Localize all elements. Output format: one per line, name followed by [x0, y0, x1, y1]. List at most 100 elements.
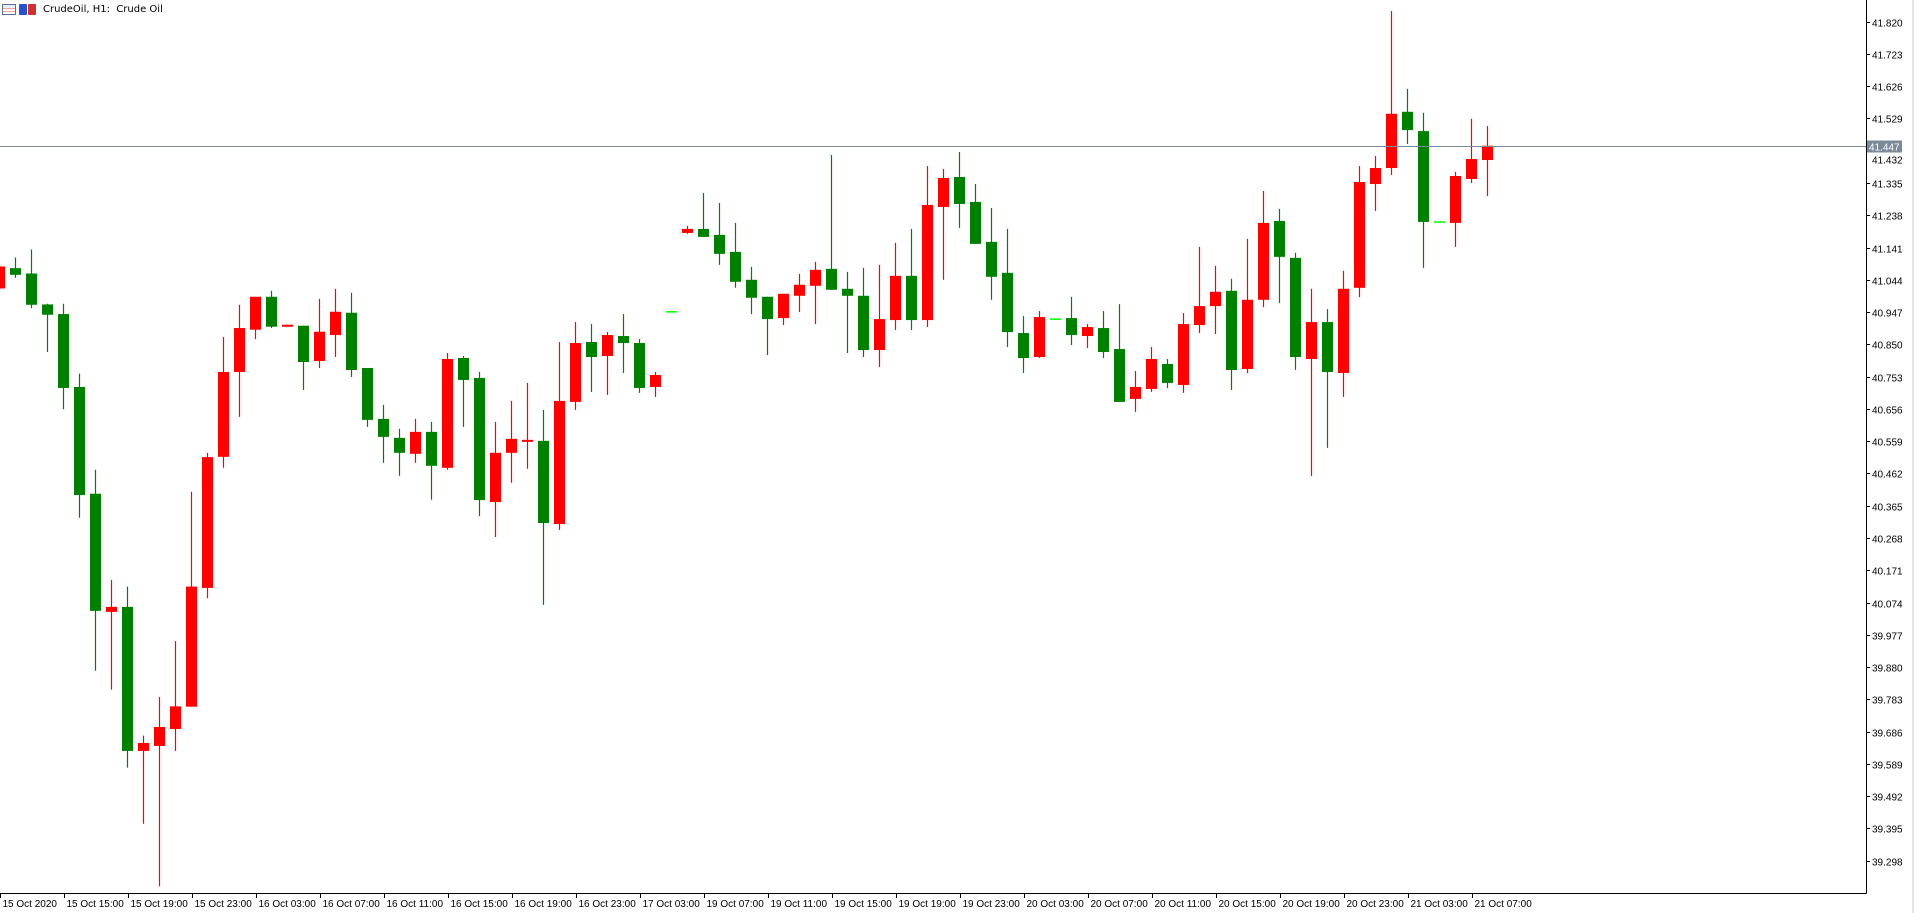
candle-body: [218, 371, 229, 457]
time-tick-label: 20 Oct 03:00: [1027, 899, 1085, 910]
candle: [1354, 166, 1365, 298]
candle: [522, 382, 533, 469]
candle: [1402, 88, 1413, 145]
candle: [506, 400, 517, 483]
save-template-icon: [19, 3, 37, 15]
candle: [138, 735, 149, 824]
candle-body: [394, 437, 405, 453]
candle: [970, 183, 981, 244]
candle-body: [1210, 291, 1221, 307]
candle-body: [1194, 306, 1205, 326]
candle-body: [554, 400, 565, 525]
candle-body: [346, 312, 357, 370]
candle: [442, 353, 453, 470]
time-tick-label: 20 Oct 07:00: [1091, 899, 1149, 910]
candle: [714, 202, 725, 265]
time-tick-label: 20 Oct 23:00: [1347, 899, 1405, 910]
time-tick-label: 16 Oct 19:00: [515, 899, 573, 910]
candle-body: [1082, 327, 1093, 337]
candle-body: [266, 296, 277, 327]
candle: [858, 267, 869, 358]
time-tick-label: 16 Oct 11:00: [387, 899, 444, 910]
candle-body: [474, 377, 485, 501]
candle: [1226, 278, 1237, 390]
price-tick-label: 41.723: [1872, 51, 1903, 62]
candle-body: [1338, 288, 1349, 373]
candle: [602, 332, 613, 395]
candle-body: [778, 293, 789, 319]
candle: [74, 373, 85, 518]
candle-body: [1002, 272, 1013, 333]
price-axis: 41.820 41.723 41.626 41.529 41.432 41.335 41.2…: [1866, 0, 1903, 894]
candle-body: [938, 178, 949, 207]
time-tick-label: 15 Oct 2020: [3, 899, 58, 910]
candle-body: [954, 177, 965, 204]
candle: [106, 579, 117, 690]
candle: [474, 371, 485, 517]
price-tick-label: 40.074: [1872, 600, 1903, 611]
candle-body: [1066, 318, 1077, 336]
candle-body: [826, 268, 837, 290]
price-tick-label: 40.850: [1872, 341, 1903, 352]
candle: [1066, 296, 1077, 346]
candle: [682, 225, 693, 234]
time-tick-label: 16 Oct 03:00: [259, 899, 317, 910]
time-tick-label: 21 Oct 07:00: [1475, 899, 1533, 910]
window-border: [1912, 0, 1914, 913]
candle: [122, 586, 133, 768]
candle-body: [1386, 113, 1397, 169]
candle: [874, 264, 885, 367]
time-axis: 15 Oct 2020 15 Oct 15:00 15 Oct 19:00 15 Oc…: [0, 893, 1867, 910]
time-tick-label: 15 Oct 19:00: [131, 899, 189, 910]
candle-body: [986, 241, 997, 277]
candle-body: [490, 452, 501, 503]
candle: [650, 371, 661, 397]
candle: [490, 421, 501, 537]
candle-body: [1322, 322, 1333, 372]
chart-table-icon: [2, 3, 16, 15]
candle-body: [74, 386, 85, 496]
candle-body: [730, 251, 741, 282]
candle-body: [458, 357, 469, 380]
price-tick-label: 40.656: [1872, 406, 1903, 417]
candle: [986, 207, 997, 300]
price-tick-label: 41.820: [1872, 19, 1903, 30]
candle-body: [906, 275, 917, 321]
candle: [170, 641, 181, 751]
time-tick-label: 19 Oct 23:00: [963, 899, 1021, 910]
candle-body: [970, 201, 981, 244]
candle-body: [426, 431, 437, 466]
candle: [186, 491, 197, 707]
candle: [234, 304, 245, 417]
candle-body: [362, 367, 373, 420]
candle-body: [90, 493, 101, 611]
chart-title-bar: CrudeOil, H1: Crude Oil: [2, 2, 163, 16]
candle: [938, 169, 949, 280]
candle: [954, 152, 965, 228]
candle-body: [842, 288, 853, 296]
candle-body: [1018, 333, 1029, 358]
candle: [586, 324, 597, 392]
candle: [922, 166, 933, 328]
time-tick-label: 15 Oct 23:00: [195, 899, 253, 910]
candle: [314, 298, 325, 368]
candle: [906, 228, 917, 331]
price-tick-label: 41.141: [1872, 245, 1903, 256]
time-tick-label: 20 Oct 15:00: [1219, 899, 1277, 910]
candle-body: [1146, 358, 1157, 389]
price-tick-label: 41.432: [1872, 156, 1903, 167]
candle-body: [586, 342, 597, 358]
candle: [58, 303, 69, 410]
candle: [1098, 311, 1109, 358]
candle: [330, 288, 341, 358]
candle: [1258, 190, 1269, 308]
chart-title: CrudeOil, H1: Crude Oil: [43, 3, 163, 15]
candle-body: [506, 438, 517, 453]
price-tick-label: 41.529: [1872, 115, 1903, 126]
candle: [346, 292, 357, 377]
candle: [794, 273, 805, 313]
time-tick-label: 21 Oct 03:00: [1411, 899, 1469, 910]
candle-body: [602, 335, 613, 357]
candle-body: [1354, 181, 1365, 288]
